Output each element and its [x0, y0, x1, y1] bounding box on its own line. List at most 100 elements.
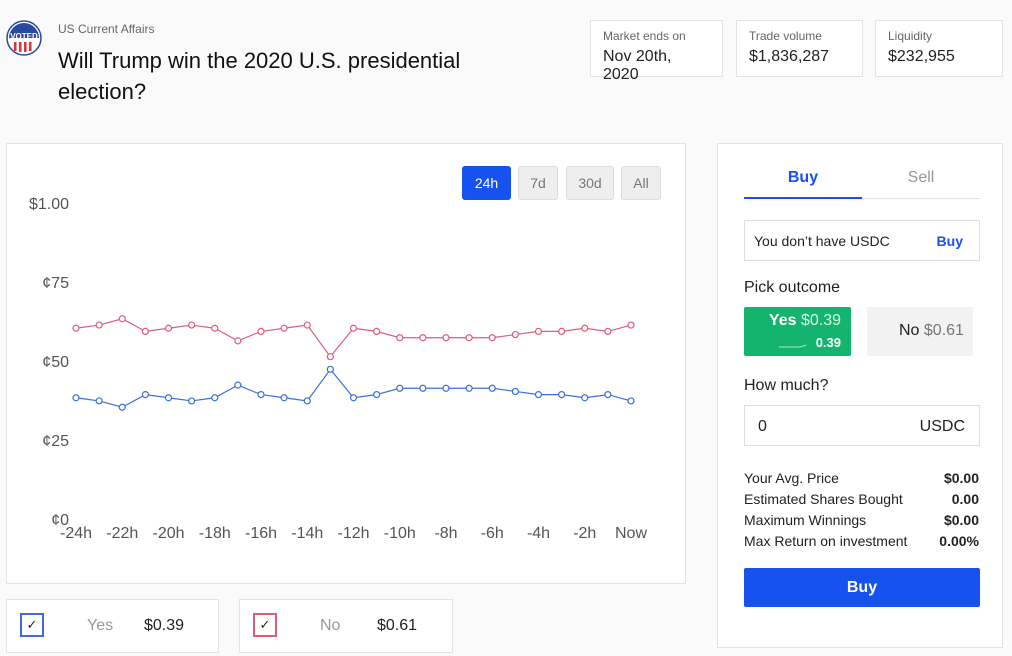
- outcome-price: $0.61: [923, 322, 964, 339]
- outcome-yes[interactable]: Yes $0.39 0.39: [744, 307, 851, 356]
- data-point: [72, 324, 80, 332]
- summary-label: Maximum Winnings: [744, 512, 867, 528]
- summary-row: Estimated Shares Bought 0.00: [744, 491, 979, 507]
- data-point: [558, 327, 566, 335]
- stat: Trade volume $1,836,287: [736, 20, 863, 77]
- legend-name: Yes: [87, 617, 114, 634]
- checkbox[interactable]: ✓: [253, 613, 277, 637]
- range-button[interactable]: All: [621, 166, 661, 200]
- market-title: Will Trump win the 2020 U.S. presidentia…: [58, 48, 461, 104]
- legend-item[interactable]: ✓ Yes $0.39: [6, 599, 219, 653]
- data-point: [118, 315, 126, 323]
- amount-label: How much?: [744, 377, 829, 394]
- category: US Current Affairs: [58, 22, 155, 36]
- tab[interactable]: Buy: [787, 169, 819, 186]
- data-point: [627, 397, 635, 405]
- data-point: [326, 353, 334, 361]
- x-tick-label: -22h: [106, 525, 138, 542]
- data-point: [396, 334, 404, 342]
- x-tick-label: -18h: [199, 525, 231, 542]
- data-point: [188, 397, 196, 405]
- y-tick-label: ¢75: [42, 275, 69, 292]
- data-point: [558, 391, 566, 399]
- stat-value: $232,955: [888, 48, 955, 65]
- balance-action[interactable]: Buy: [936, 233, 963, 249]
- amount-input[interactable]: 0 USDC: [744, 405, 980, 446]
- data-point: [211, 394, 219, 402]
- data-point: [581, 394, 589, 402]
- data-point: [442, 384, 450, 392]
- data-point: [141, 391, 149, 399]
- outcome-price: $0.39: [800, 312, 841, 329]
- y-tick-label: ¢50: [42, 354, 69, 371]
- stat-value: Nov 20th, 2020: [603, 48, 672, 83]
- data-point: [326, 365, 334, 373]
- range-button[interactable]: 30d: [566, 166, 614, 200]
- data-point: [72, 394, 80, 402]
- data-point: [396, 384, 404, 392]
- stat: Liquidity $232,955: [875, 20, 1003, 77]
- series-line: [75, 368, 632, 408]
- currency: USDC: [919, 418, 965, 435]
- outcome-no[interactable]: No $0.61: [867, 307, 973, 356]
- data-point: [488, 384, 496, 392]
- data-point: [488, 334, 496, 342]
- tab-divider: [744, 198, 980, 199]
- submit-button[interactable]: Buy: [744, 568, 980, 607]
- data-point: [257, 391, 265, 399]
- tab-indicator: [744, 197, 862, 199]
- x-tick-label: -10h: [384, 525, 416, 542]
- balance-note: You don’t have USDC: [754, 233, 890, 249]
- data-point: [511, 330, 519, 339]
- trade-panel: Buy Sell You don’t have USDC Buy Pick ou…: [717, 143, 1003, 648]
- x-tick-label: -20h: [152, 525, 184, 542]
- x-tick-label: -8h: [434, 525, 457, 542]
- outcome-name: Yes: [768, 312, 797, 329]
- data-point: [188, 321, 196, 329]
- data-point: [234, 337, 242, 345]
- data-point: [604, 391, 612, 399]
- summary-label: Max Return on investment: [744, 533, 908, 549]
- data-point: [534, 327, 543, 335]
- y-tick-label: ¢0: [51, 512, 69, 529]
- data-point: [465, 384, 473, 392]
- range-button[interactable]: 7d: [518, 166, 558, 200]
- checkbox[interactable]: ✓: [20, 613, 44, 637]
- mini-trend: [779, 344, 807, 348]
- data-point: [303, 397, 311, 405]
- data-point: [349, 394, 358, 402]
- data-point: [118, 403, 126, 411]
- chart-panel: $1.00 ¢75 ¢50 ¢25 ¢0 -24h -22h -20h -18h -16h -14h…: [6, 143, 686, 584]
- x-tick-label: -2h: [573, 525, 596, 542]
- tab[interactable]: Sell: [907, 169, 935, 186]
- y-tick-label: ¢25: [42, 433, 69, 450]
- data-point: [373, 391, 381, 399]
- chart: $1.00 ¢75 ¢50 ¢25 ¢0-24h -22h -20h -18h -16h -14h…: [29, 196, 647, 542]
- amount-value: 0: [758, 418, 767, 435]
- outcome-change: 0.39: [815, 335, 841, 350]
- data-point: [141, 327, 149, 335]
- data-point: [234, 381, 242, 389]
- y-tick-label: $1.00: [29, 196, 69, 213]
- x-tick-label: -24h: [60, 525, 92, 542]
- summary-row: Your Avg. Price $0.00: [744, 470, 979, 486]
- data-point: [511, 387, 519, 396]
- data-point: [627, 321, 635, 329]
- range-button[interactable]: 24h: [462, 166, 511, 200]
- stat-label: Trade volume: [749, 29, 822, 43]
- data-point: [95, 321, 103, 329]
- balance-box: You don’t have USDC Buy: [744, 220, 980, 261]
- series-line: [75, 318, 632, 358]
- data-point: [581, 324, 589, 332]
- data-point: [442, 334, 450, 342]
- x-tick-label: Now: [615, 525, 647, 542]
- summary-label: Your Avg. Price: [744, 470, 839, 486]
- stat-label: Market ends on: [603, 29, 686, 43]
- legend-item[interactable]: ✓ No $0.61: [239, 599, 453, 653]
- outcome-name: No: [899, 322, 920, 339]
- legend-price: $0.39: [144, 617, 185, 634]
- summary-value: $0.00: [943, 470, 979, 486]
- voted-badge: VOTED: [6, 20, 42, 56]
- data-point: [164, 324, 173, 332]
